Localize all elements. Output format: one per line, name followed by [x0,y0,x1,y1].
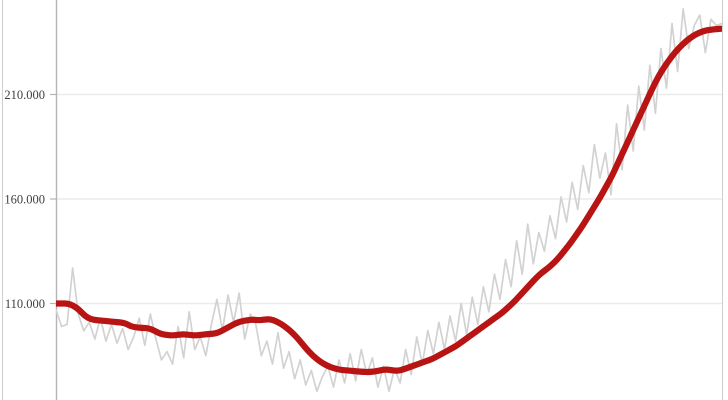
ytick-label-110000: 110.000 [5,297,45,311]
gridlines [56,93,722,305]
y-axis-tick-labels: 210.000 160.000 110.000 [4,88,45,311]
raw-data-line [56,7,722,393]
y-axis-ticks [50,93,56,305]
trend-line [56,25,722,376]
ytick-label-210000: 210.000 [4,88,45,102]
ytick-label-160000: 160.000 [4,193,45,207]
